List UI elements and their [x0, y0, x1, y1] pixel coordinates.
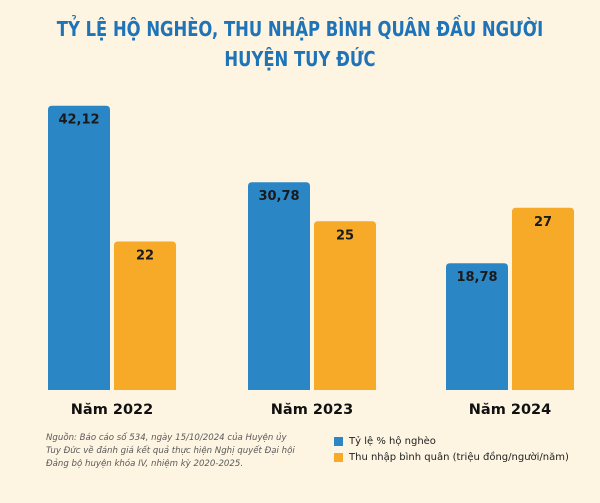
bar-average-income-0 — [114, 241, 176, 390]
chart-title: TỶ LỆ HỘ NGHÈO, THU NHẬP BÌNH QUÂN ĐẦU N… — [54, 14, 546, 74]
bar-value-label-poverty-rate-0: 42,12 — [58, 113, 99, 128]
legend-label-poverty-rate: Tỷ lệ % hộ nghèo — [349, 435, 436, 447]
bar-value-label-poverty-rate-1: 30,78 — [258, 189, 299, 204]
legend-label-average-income: Thu nhập bình quân (triệu đồng/người/năm… — [349, 451, 569, 463]
legend-swatch-average-income — [334, 452, 343, 462]
category-label-0: Năm 2022 — [71, 402, 153, 418]
bar-poverty-rate-1 — [248, 182, 310, 390]
source-note: Nguồn: Báo cáo số 534, ngày 15/10/2024 c… — [46, 433, 295, 469]
bar-value-label-poverty-rate-2: 18,78 — [456, 270, 497, 285]
bar-poverty-rate-0 — [48, 105, 110, 390]
bar-poverty-rate-2 — [446, 263, 508, 390]
bar-value-label-average-income-0: 22 — [136, 249, 154, 264]
legend-item-average-income: Thu nhập bình quân (triệu đồng/người/năm… — [334, 449, 569, 465]
category-label-1: Năm 2023 — [271, 402, 353, 418]
chart-title-line-1: TỶ LỆ HỘ NGHÈO, THU NHẬP BÌNH QUÂN ĐẦU N… — [56, 17, 544, 41]
legend: Tỷ lệ % hộ nghèo Thu nhập bình quân (tri… — [334, 433, 569, 465]
chart-title-line-2: HUYỆN TUY ĐỨC — [224, 47, 376, 71]
legend-item-poverty-rate: Tỷ lệ % hộ nghèo — [334, 433, 569, 449]
bar-value-label-average-income-2: 27 — [534, 215, 552, 230]
category-label-2: Năm 2024 — [469, 402, 551, 418]
legend-swatch-poverty-rate — [334, 436, 343, 446]
bar-value-label-average-income-1: 25 — [336, 228, 354, 243]
bar-average-income-2 — [512, 207, 574, 390]
bar-average-income-1 — [314, 221, 376, 390]
